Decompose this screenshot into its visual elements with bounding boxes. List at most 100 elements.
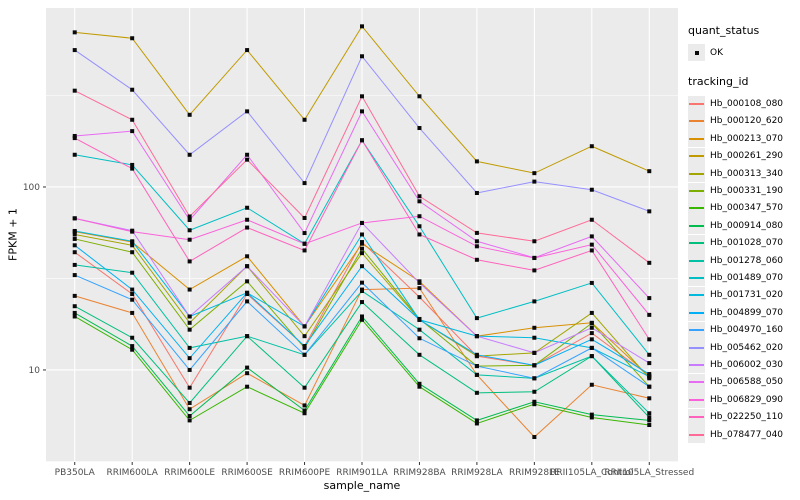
- data-point: [360, 246, 364, 251]
- data-point: [245, 334, 250, 339]
- data-point: [532, 171, 537, 176]
- line-swatch-icon: [689, 137, 704, 140]
- legend-item-label: Hb_006829_090: [710, 394, 784, 405]
- data-point: [417, 336, 422, 341]
- data-point: [130, 162, 135, 167]
- data-point: [302, 334, 307, 339]
- data-point: [474, 418, 479, 423]
- data-point: [360, 317, 364, 322]
- legend-item-Hb_000331_190: Hb_000331_190: [688, 182, 800, 200]
- data-point: [589, 382, 594, 387]
- legend-key-line: [688, 304, 705, 322]
- data-point: [474, 316, 479, 321]
- data-point: [187, 400, 192, 405]
- data-point: [589, 345, 594, 350]
- data-point: [245, 279, 250, 284]
- data-point: [72, 88, 77, 93]
- data-point: [417, 94, 422, 99]
- data-point: [532, 399, 537, 404]
- data-point: [187, 414, 192, 419]
- x-tick-label: RRII105LA_Stressed: [604, 468, 694, 478]
- data-point: [245, 48, 250, 53]
- legend-item-label: Hb_000213_070: [710, 133, 784, 144]
- data-point: [302, 117, 307, 122]
- data-point: [130, 229, 135, 234]
- data-point: [417, 194, 422, 199]
- line-swatch-icon: [689, 120, 704, 123]
- data-point: [532, 350, 537, 355]
- data-point: [130, 292, 135, 297]
- data-point: [647, 169, 652, 174]
- data-point: [532, 435, 537, 440]
- line-swatch-icon: [689, 207, 704, 210]
- data-point: [647, 418, 652, 423]
- data-point: [245, 217, 250, 222]
- data-point: [589, 234, 594, 239]
- data-point: [589, 242, 594, 247]
- y-tick-label: 100: [23, 183, 40, 193]
- data-point: [532, 256, 537, 261]
- data-point: [589, 337, 594, 342]
- data-point: [474, 372, 479, 377]
- legend-item-label: Hb_000108_080: [710, 99, 784, 110]
- legend-item-Hb_006588_050: Hb_006588_050: [688, 373, 800, 391]
- legend-item-Hb_000120_620: Hb_000120_620: [688, 112, 800, 130]
- legend-key-point: [688, 44, 705, 62]
- data-point: [417, 317, 422, 322]
- data-point: [302, 241, 307, 246]
- data-point: [647, 374, 652, 379]
- data-point: [187, 345, 192, 350]
- data-point: [589, 325, 594, 330]
- legend-title-quant-status: quant_status: [688, 24, 760, 37]
- data-point: [72, 310, 77, 315]
- data-point: [245, 157, 250, 162]
- data-point: [130, 270, 135, 275]
- data-point: [532, 376, 537, 381]
- data-point: [130, 344, 135, 349]
- data-point: [647, 361, 652, 366]
- data-point: [647, 372, 652, 377]
- data-point: [130, 335, 135, 340]
- data-point: [532, 335, 537, 340]
- data-point: [532, 299, 537, 304]
- data-point: [72, 243, 77, 248]
- legend-item-label: Hb_078477_040: [710, 429, 784, 440]
- data-point: [130, 87, 135, 92]
- legend-item-Hb_001278_060: Hb_001278_060: [688, 252, 800, 270]
- data-point: [187, 217, 192, 222]
- legend-item-label: Hb_004970_160: [710, 325, 784, 336]
- line-swatch-icon: [689, 103, 704, 106]
- data-point: [647, 352, 652, 357]
- legend-key-line: [688, 130, 705, 148]
- data-point: [72, 304, 77, 309]
- data-point: [417, 232, 422, 237]
- data-point: [417, 381, 422, 386]
- data-point: [589, 280, 594, 285]
- data-point: [532, 239, 537, 244]
- legend-key-line: [688, 234, 705, 252]
- data-point: [245, 299, 250, 304]
- legend-item-label: Hb_000313_340: [710, 168, 784, 179]
- legend-item-label: Hb_001278_060: [710, 255, 784, 266]
- legend-title-tracking-id: tracking_id: [688, 75, 749, 89]
- data-point: [417, 126, 422, 131]
- data-point: [72, 136, 77, 141]
- legend-key-line: [688, 165, 705, 183]
- data-point: [417, 280, 422, 285]
- legend-item-Hb_001028_070: Hb_001028_070: [688, 234, 800, 252]
- data-point: [72, 216, 77, 221]
- data-point: [302, 385, 307, 390]
- data-point: [130, 310, 135, 315]
- data-point: [589, 412, 594, 417]
- legend-item-Hb_000347_570: Hb_000347_570: [688, 199, 800, 217]
- data-point: [187, 214, 192, 219]
- data-point: [417, 214, 422, 219]
- data-point: [245, 205, 250, 210]
- data-point: [302, 248, 307, 253]
- data-point: [130, 243, 135, 248]
- x-tick-label: RRIM600LA: [106, 468, 158, 478]
- data-point: [72, 273, 77, 278]
- legend-item-label: Hb_022250_110: [710, 412, 784, 423]
- data-point: [187, 418, 192, 423]
